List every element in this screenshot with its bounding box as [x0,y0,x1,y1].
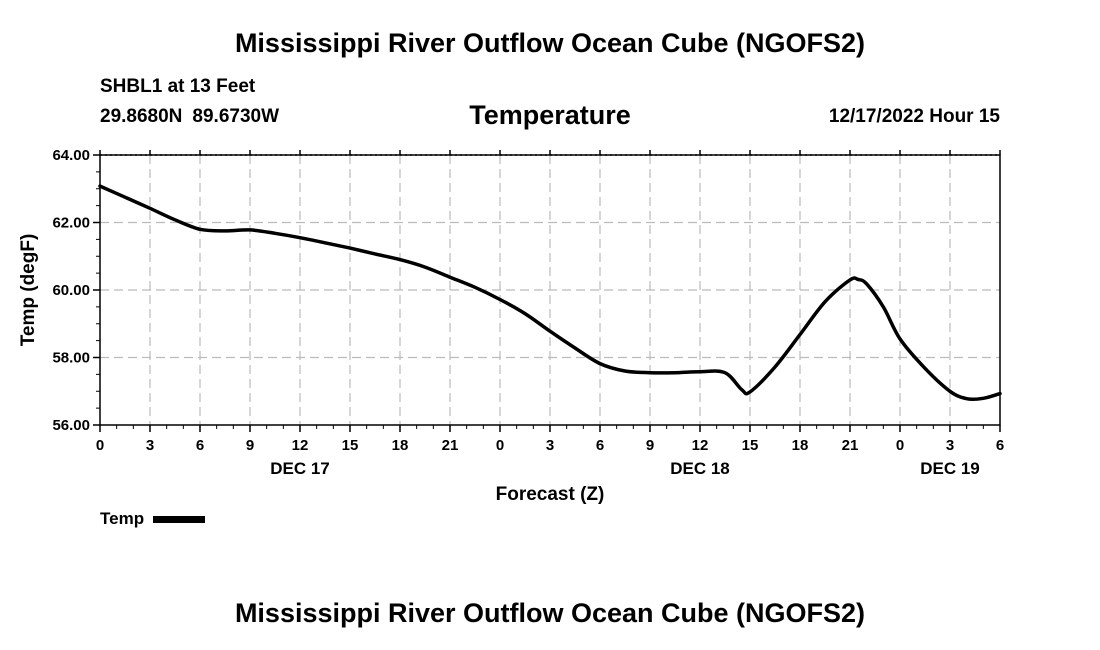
x-tick-label: 3 [146,437,154,454]
y-tick-label: 64.00 [52,147,90,164]
station-label: SHBL1 at 13 Feet [100,76,256,97]
temp-series-line [98,184,1002,402]
x-tick-label: 3 [946,437,954,454]
day-label: DEC 17 [270,459,330,478]
station-coordinates: 29.8680N 89.6730W [100,106,279,128]
x-tick-label: 18 [392,437,409,454]
latitude-label: 29.8680N [100,106,183,127]
x-tick-label: 0 [896,437,904,454]
x-tick-label: 12 [292,437,309,454]
x-tick-label: 12 [692,437,709,454]
longitude-label: 89.6730W [192,106,280,127]
x-tick-label: 6 [596,437,604,454]
x-tick-label: 6 [196,437,204,454]
x-tick-label: 0 [496,437,504,454]
y-tick-label: 60.00 [52,282,90,299]
x-tick-label: 9 [246,437,254,454]
chart-footer-title: Mississippi River Outflow Ocean Cube (NG… [234,598,866,628]
x-tick-label: 21 [442,437,459,454]
chart-main-title: Mississippi River Outflow Ocean Cube (NG… [234,28,866,58]
day-label: DEC 18 [670,459,730,478]
x-tick-label: 6 [996,437,1004,454]
legend-swatch-temp [153,515,206,523]
axis-ticks [93,150,1001,432]
y-axis-title: Temp (degF) [18,234,39,347]
x-tick-label: 15 [742,437,759,454]
x-tick-label: 3 [546,437,554,454]
chart-legend: Temp [100,509,206,529]
x-tick-label: 21 [842,437,859,454]
y-tick-label: 58.00 [52,350,90,367]
x-tick-label: 0 [96,437,104,454]
y-tick-label: 56.00 [52,417,90,434]
x-tick-label: 18 [792,437,809,454]
legend-label-temp: Temp [100,509,145,528]
forecast-timestamp: 12/17/2022 Hour 15 [828,106,1000,127]
day-label: DEC 19 [920,459,980,478]
chart-subtitle: Temperature [469,100,631,130]
axis-labels: 0 3 6 9 12 15 18 21 0 3 6 9 12 15 18 21 0 3 6 56.00 58.00 60.… [52,147,1004,478]
x-tick-label: 9 [646,437,654,454]
grid-lines [100,154,1000,425]
x-axis-title: Forecast (Z) [496,484,605,505]
x-tick-label: 15 [342,437,359,454]
y-tick-label: 62.00 [52,215,90,232]
